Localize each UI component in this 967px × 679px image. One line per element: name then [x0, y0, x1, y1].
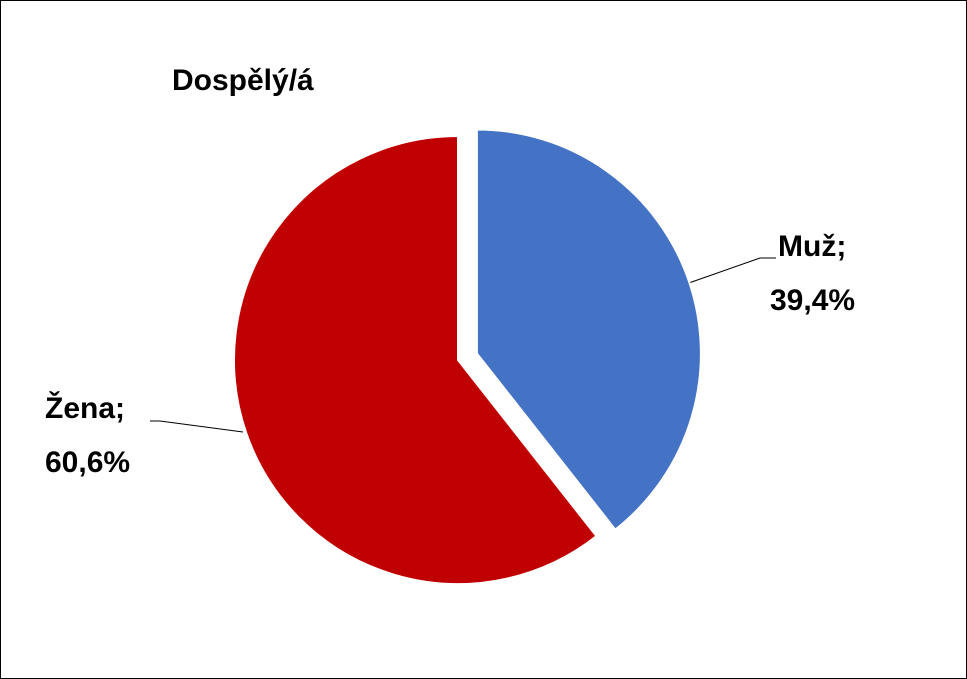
leader-line — [150, 420, 244, 433]
chart-title: Dospělý/á — [172, 64, 314, 97]
leader-line — [685, 257, 776, 285]
pie-slice — [475, 128, 702, 531]
pie-slice — [233, 134, 598, 585]
data-label-category: Muž; — [778, 230, 846, 263]
data-label-value: 39,4% — [770, 284, 855, 317]
data-label-value: 60,6% — [45, 446, 130, 479]
data-label-category: Žena; — [45, 391, 125, 425]
